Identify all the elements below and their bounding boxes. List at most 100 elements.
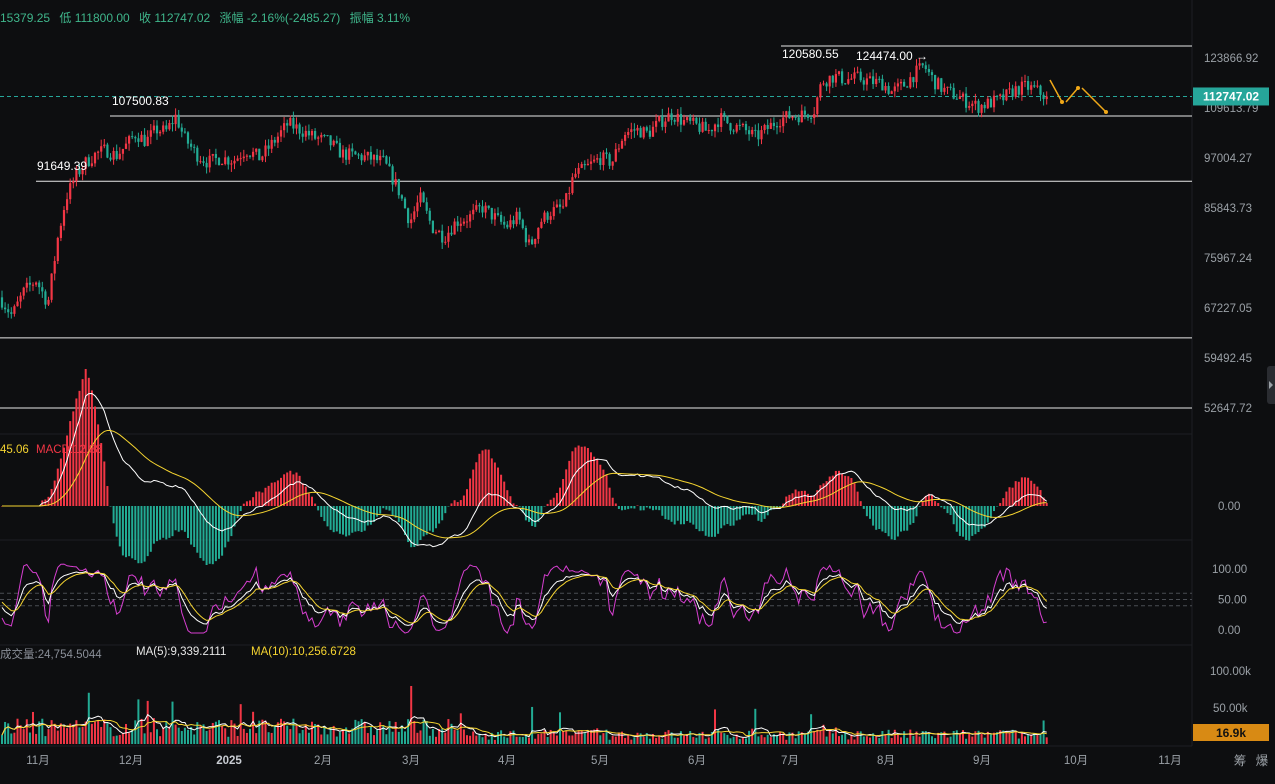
volume-bar [943, 731, 946, 744]
candle-body [562, 206, 565, 208]
candle-body [459, 223, 462, 226]
candle-body [546, 212, 549, 220]
x-axis-tick: 2025 [216, 755, 242, 767]
macd-histogram-bar [400, 506, 403, 528]
candle-body [428, 210, 431, 221]
candle-body [1020, 81, 1023, 95]
macd-dea-line [2, 429, 1047, 539]
macd-histogram-bar [828, 476, 831, 506]
volume-bar [807, 731, 809, 744]
volume-bar [38, 721, 41, 744]
candle-body [726, 115, 729, 124]
candle-body [658, 116, 661, 121]
candle-body [720, 113, 723, 127]
candle-body [937, 78, 940, 90]
volume-bar [400, 725, 403, 744]
macd-histogram-bar [252, 497, 255, 506]
candle-body [850, 78, 853, 80]
volume-bar [980, 733, 983, 744]
candle-body [655, 120, 658, 127]
macd-histogram-bar [307, 493, 310, 506]
price-axis-tick: 85843.73 [1204, 203, 1252, 215]
candle-body [186, 132, 190, 144]
macd-histogram-bar [249, 500, 251, 506]
kdj-axis-tick: 100.00 [1212, 564, 1247, 576]
candle-body [766, 125, 769, 129]
candle-body [155, 125, 159, 134]
candle-body [828, 75, 831, 87]
macd-histogram-bar [528, 506, 530, 522]
candle-body [909, 77, 912, 88]
candle-body [413, 211, 416, 220]
candle-body [580, 164, 583, 168]
volume-bar [404, 731, 406, 744]
volume-bar [599, 735, 602, 744]
candle-body [661, 116, 664, 127]
candle-body [314, 131, 317, 139]
macd-dif-line [2, 392, 1047, 548]
volume-bar [903, 731, 906, 744]
candle-body [174, 114, 177, 125]
volume-bar [717, 729, 720, 744]
volume-bar [307, 732, 310, 744]
candle-body [1030, 85, 1033, 90]
volume-bar [168, 726, 171, 744]
macd-histogram-bar [807, 493, 809, 506]
volume-bar [4, 721, 7, 744]
volume-bar [227, 736, 230, 744]
volume-bar [301, 729, 304, 744]
macd-dea-label: 45.06 [0, 444, 29, 456]
macd-histogram-bar [211, 506, 214, 565]
footer-tab-0[interactable]: 筹 [1234, 753, 1247, 768]
volume-bar [100, 726, 103, 744]
candle-body [921, 63, 924, 66]
candle-body [44, 291, 47, 305]
kdj-axis-tick: 50.00 [1218, 595, 1247, 607]
x-axis-tick: 12月 [119, 755, 143, 767]
candle-body [992, 95, 996, 108]
volume-bar [385, 734, 388, 744]
volume-bar [723, 733, 726, 744]
macd-histogram-bar [958, 506, 961, 536]
volume-bar [1024, 736, 1026, 744]
candle-body [19, 295, 22, 302]
volume-bar [242, 728, 245, 744]
candle-body [729, 123, 732, 131]
candle-body [983, 104, 986, 109]
candle-body [224, 157, 227, 164]
candle-body [862, 80, 865, 85]
candle-body [568, 193, 571, 195]
candle-body [422, 192, 425, 203]
candle-body [298, 124, 301, 134]
macd-histogram-bar [679, 506, 682, 525]
macd-histogram-bar [447, 506, 450, 507]
macd-histogram-bar [326, 506, 329, 527]
candle-body [586, 163, 589, 166]
candle-body [946, 86, 949, 88]
candle-body [794, 116, 797, 118]
candle-body [106, 144, 109, 158]
volume-bar [531, 706, 534, 744]
volume-bar [41, 718, 44, 744]
volume-bar [568, 735, 571, 744]
macd-histogram-bar [760, 506, 763, 522]
footer-tab-1[interactable]: 爆 [1256, 754, 1269, 768]
volume-bar [831, 733, 834, 744]
candle-body [521, 219, 524, 228]
candle-body [100, 146, 103, 152]
volume-bar [543, 730, 546, 744]
candle-body [847, 79, 850, 84]
volume-bar [965, 738, 968, 744]
macd-histogram-bar [865, 506, 868, 517]
side-panel-handle[interactable] [1267, 366, 1275, 404]
candle-body [856, 71, 859, 73]
macd-histogram-bar [190, 506, 193, 545]
volume-bar [958, 733, 961, 744]
volume-bar [720, 732, 723, 744]
macd-histogram-bar [276, 480, 279, 506]
macd-histogram-bar [862, 506, 865, 509]
volume-bar [617, 732, 620, 744]
candle-body [450, 232, 453, 235]
macd-histogram-bar [298, 475, 301, 506]
